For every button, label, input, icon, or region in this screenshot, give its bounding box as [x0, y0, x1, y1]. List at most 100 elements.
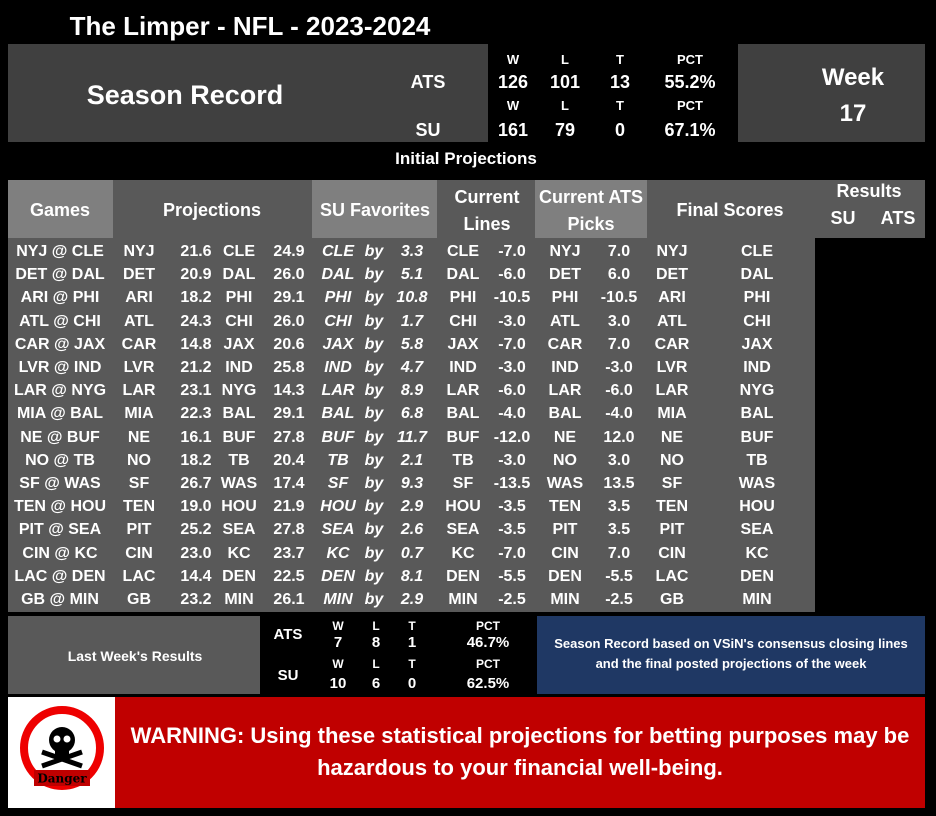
cell: 23.0 — [180, 544, 212, 562]
cell: DAL — [321, 266, 355, 284]
cell: IND — [551, 359, 579, 376]
section-title: Initial Projections — [395, 149, 537, 168]
cell: -6.0 — [498, 266, 526, 284]
cell: MIN — [448, 591, 478, 608]
cell: HOU — [445, 498, 481, 516]
cell: 19.0 — [180, 498, 212, 516]
cell: GB — [660, 591, 684, 608]
cell: CIN @ KC — [22, 544, 98, 562]
cell: 1.7 — [400, 312, 424, 330]
cell: HOU — [221, 498, 257, 516]
cell: DEN — [321, 567, 355, 585]
cell: 21.9 — [273, 498, 305, 516]
cell: CAR — [121, 335, 157, 353]
record-value: 46.7% — [466, 634, 510, 651]
cell: 11.7 — [397, 428, 427, 446]
cell: -7.0 — [498, 243, 526, 260]
icon-label-bg — [34, 770, 90, 786]
cell: 17.4 — [273, 475, 305, 492]
cell: CLE — [322, 243, 354, 260]
cell: LAC — [655, 567, 689, 585]
cell: GB @ MIN — [21, 591, 99, 608]
cell: 25.8 — [273, 359, 305, 376]
record-header: T — [616, 52, 624, 67]
cell: NYJ @ CLE — [16, 243, 104, 260]
cell: 26.7 — [180, 475, 212, 492]
cell: LAR — [122, 382, 156, 400]
cell: SF — [128, 475, 150, 492]
cell: BUF — [222, 428, 256, 446]
cell: -12.0 — [493, 428, 531, 446]
column-subheader: SU — [830, 208, 856, 228]
cell: ATL — [657, 312, 687, 330]
cell: 23.7 — [273, 544, 305, 562]
cell: CLE — [447, 243, 479, 260]
cell: WAS — [220, 475, 258, 492]
cell: MIN — [742, 591, 772, 608]
record-box — [488, 44, 738, 142]
bone — [41, 749, 83, 769]
cell: TB — [746, 451, 768, 469]
cell: 22.3 — [180, 405, 212, 423]
cell: CAR @ JAX — [14, 335, 106, 353]
record-value: 10 — [329, 675, 347, 692]
cell: TEN — [123, 498, 155, 516]
record-value: 79 — [554, 120, 576, 140]
cell: by — [364, 544, 384, 562]
cell: 7.0 — [607, 544, 631, 562]
cell: 20.6 — [273, 335, 305, 353]
cell: TB — [228, 451, 250, 469]
cell: PHI — [449, 289, 477, 307]
cell: CLE — [741, 243, 773, 260]
record-label: ATS — [410, 72, 446, 92]
season-record-panel — [8, 44, 925, 142]
cell: WAS — [738, 475, 776, 492]
cell: KC — [745, 544, 769, 562]
record-value: 0 — [407, 675, 417, 692]
cell: MIA @ BAL — [16, 405, 104, 423]
column-header: Current ATS Picks — [538, 187, 643, 234]
skull — [49, 727, 75, 753]
cell: -3.0 — [605, 359, 633, 376]
cell: by — [364, 498, 384, 516]
cell: SF — [661, 475, 683, 492]
last-week-label: Last Week's Results — [67, 648, 203, 664]
cell: 21.6 — [180, 243, 212, 260]
cell: DET — [123, 266, 155, 284]
cell: -2.5 — [605, 591, 633, 608]
cell: -4.0 — [605, 405, 633, 423]
cell: NE — [660, 428, 684, 446]
cell: NO @ TB — [25, 451, 95, 469]
record-header: PCT — [476, 619, 500, 633]
header-cell — [312, 180, 437, 238]
cell: 14.3 — [273, 382, 305, 400]
record-value: 55.2% — [664, 72, 716, 92]
cell: by — [364, 266, 384, 284]
cell: 9.3 — [400, 475, 424, 492]
cell: -6.0 — [498, 382, 526, 400]
cell: 2.6 — [400, 521, 424, 539]
cell: CIN — [125, 544, 153, 562]
cell: 5.1 — [400, 266, 424, 284]
skull-eye — [63, 735, 71, 743]
cell: 23.1 — [180, 382, 212, 400]
record-header: W — [332, 619, 344, 633]
cell: ARI @ PHI — [20, 289, 100, 307]
cell: JAX — [741, 335, 773, 353]
cell: NO — [553, 451, 577, 469]
cell: -3.0 — [498, 451, 526, 469]
cell: -7.0 — [498, 544, 526, 562]
column-header: Projections — [162, 200, 262, 220]
cell: LVR — [656, 359, 688, 376]
record-header: W — [506, 98, 520, 113]
cell: -3.0 — [498, 359, 526, 376]
cell: ATL — [124, 312, 154, 330]
danger-icon: Danger — [20, 706, 104, 790]
cell: MIA — [124, 405, 154, 423]
record-header: W — [506, 52, 520, 67]
cell: NO — [127, 451, 151, 469]
cell: SF @ WAS — [19, 475, 101, 492]
cell: NYJ — [123, 243, 155, 260]
cell: BUF — [740, 428, 774, 446]
record-value: 101 — [549, 72, 581, 92]
